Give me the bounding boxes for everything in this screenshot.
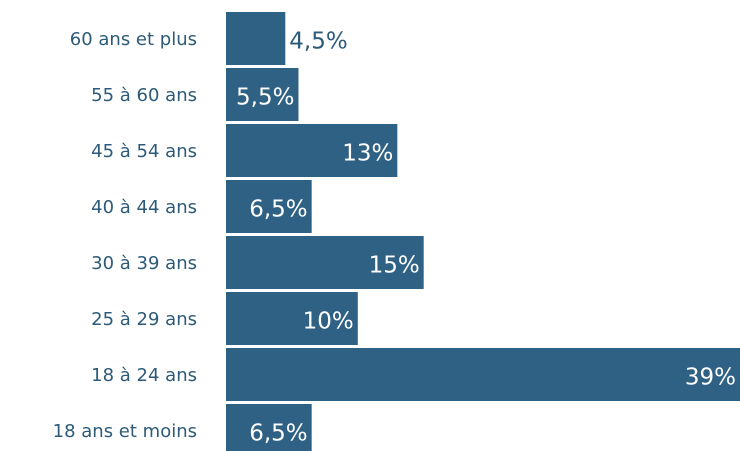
category-label: 40 à 44 ans — [91, 197, 197, 218]
category-label: 60 ans et plus — [70, 29, 197, 50]
bar — [226, 404, 312, 451]
bar — [226, 348, 740, 401]
category-label: 18 ans et moins — [53, 421, 197, 442]
value-label: 10% — [303, 309, 354, 335]
bar — [226, 68, 299, 121]
value-label: 5,5% — [236, 85, 294, 111]
category-label: 55 à 60 ans — [91, 85, 197, 106]
bar — [226, 124, 398, 177]
bar — [226, 292, 358, 345]
category-label: 25 à 29 ans — [91, 309, 197, 330]
bar — [226, 12, 286, 65]
value-label: 4,5% — [289, 29, 347, 55]
value-label: 13% — [342, 141, 393, 167]
bar — [226, 180, 312, 233]
value-label: 15% — [369, 253, 420, 279]
category-label: 30 à 39 ans — [91, 253, 197, 274]
value-label: 6,5% — [249, 197, 307, 223]
value-label: 39% — [685, 365, 736, 391]
value-label: 6,5% — [249, 421, 307, 447]
category-label: 45 à 54 ans — [91, 141, 197, 162]
bar — [226, 236, 424, 289]
category-label: 18 à 24 ans — [91, 365, 197, 386]
